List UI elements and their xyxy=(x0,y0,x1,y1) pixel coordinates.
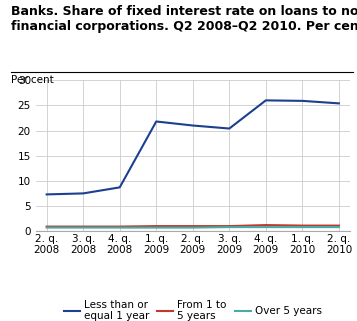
From 1 to
5 years xyxy=(264,223,268,227)
Line: Less than or
equal 1 year: Less than or equal 1 year xyxy=(47,100,339,195)
From 1 to
5 years xyxy=(337,224,341,228)
Less than or
equal 1 year xyxy=(45,193,49,196)
Less than or
equal 1 year xyxy=(81,191,85,195)
Over 5 years xyxy=(154,226,159,230)
Less than or
equal 1 year xyxy=(227,126,231,130)
Text: Banks. Share of fixed interest rate on loans to non-
financial corporations. Q2 : Banks. Share of fixed interest rate on l… xyxy=(11,5,357,33)
From 1 to
5 years xyxy=(81,225,85,229)
From 1 to
5 years xyxy=(227,224,231,228)
From 1 to
5 years xyxy=(191,224,195,228)
Over 5 years xyxy=(45,226,49,230)
Less than or
equal 1 year xyxy=(337,101,341,105)
Less than or
equal 1 year xyxy=(300,99,305,103)
Line: Over 5 years: Over 5 years xyxy=(47,227,339,228)
Over 5 years xyxy=(227,225,231,229)
Over 5 years xyxy=(117,226,122,230)
From 1 to
5 years xyxy=(154,224,159,228)
Less than or
equal 1 year xyxy=(264,99,268,102)
Line: From 1 to
5 years: From 1 to 5 years xyxy=(47,225,339,227)
Less than or
equal 1 year xyxy=(154,119,159,123)
From 1 to
5 years xyxy=(300,224,305,228)
Over 5 years xyxy=(191,226,195,230)
From 1 to
5 years xyxy=(117,225,122,229)
Legend: Less than or
equal 1 year, From 1 to
5 years, Over 5 years: Less than or equal 1 year, From 1 to 5 y… xyxy=(64,300,322,321)
Less than or
equal 1 year xyxy=(191,124,195,127)
From 1 to
5 years xyxy=(45,225,49,229)
Over 5 years xyxy=(264,225,268,229)
Over 5 years xyxy=(81,226,85,230)
Over 5 years xyxy=(300,225,305,229)
Less than or
equal 1 year xyxy=(117,186,122,189)
Over 5 years xyxy=(337,225,341,229)
Text: Per cent: Per cent xyxy=(11,75,54,85)
